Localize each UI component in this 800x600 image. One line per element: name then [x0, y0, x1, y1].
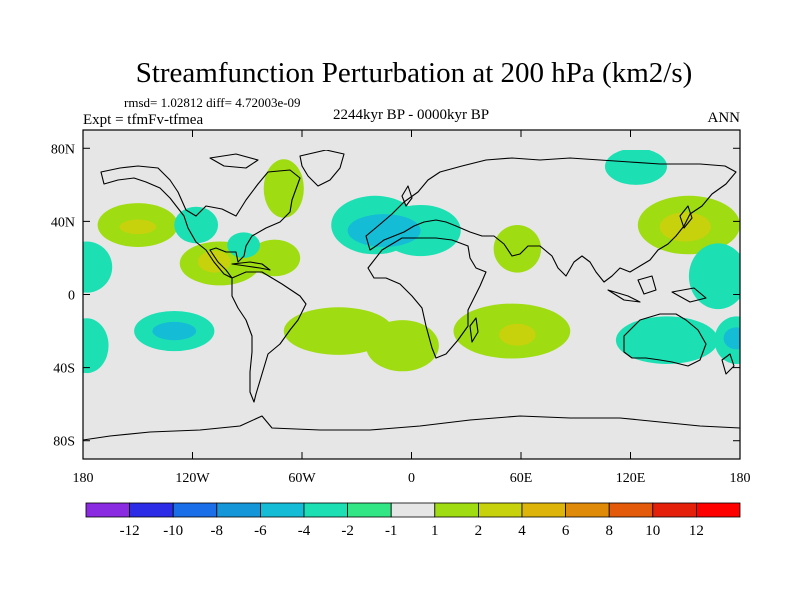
colorbar: -12 -10 -8 -6 -4 -2 -1 1 2 4 6 8 10 12	[85, 502, 741, 539]
anomaly-s-america-positive	[283, 307, 394, 355]
colorbar-label: 2	[475, 523, 483, 539]
anomaly-australia-negative	[615, 316, 719, 364]
y-tick-label: 80S	[53, 435, 75, 450]
colorbar-swatch	[390, 502, 436, 518]
anomaly-s-pacific-west-negative	[83, 318, 109, 374]
colorbar-label: -4	[298, 523, 311, 539]
colorbar-label: -6	[254, 523, 267, 539]
colorbar-swatch	[608, 502, 654, 518]
colorbar-swatch	[216, 502, 261, 518]
colorbar-swatch	[172, 502, 218, 518]
anomaly-hudson-positive	[263, 159, 304, 218]
y-tick-label: 80N	[51, 142, 75, 157]
y-tick-label: 40S	[53, 362, 75, 377]
colorbar-label: -8	[211, 523, 224, 539]
season-label: ANN	[708, 110, 741, 126]
colorbar-label: 10	[645, 523, 660, 539]
x-tick-label: 120E	[616, 471, 646, 486]
anomaly-se-pacific-negative-core	[723, 327, 740, 350]
anomaly-n-atlantic-negative-core	[347, 214, 421, 247]
x-tick-label: 180	[73, 471, 94, 486]
x-tick-label: 0	[408, 471, 415, 486]
colorbar-label: 8	[605, 523, 613, 539]
anomaly-arabia-positive	[493, 225, 542, 273]
colorbar-label: -2	[341, 523, 354, 539]
anomaly-n-pacific-west-positive-core	[119, 219, 156, 235]
colorbar-swatch	[477, 502, 523, 518]
anomaly-s-indian-positive-core	[499, 323, 536, 346]
colorbar-swatch	[85, 502, 130, 518]
x-tick-label: 60E	[510, 471, 533, 486]
x-tick-label: 120W	[175, 471, 210, 486]
colorbar-label: 12	[689, 523, 704, 539]
anomaly-tropical-central-pacific-negative	[83, 241, 113, 293]
colorbar-swatch	[347, 502, 392, 518]
anomaly-siberia-negative	[604, 150, 667, 185]
colorbar-swatch	[303, 502, 348, 518]
colorbar-label: -12	[120, 523, 140, 539]
colorbar-label: -10	[163, 523, 183, 539]
colorbar-swatch	[434, 502, 479, 518]
period-label: 2244kyr BP - 0000kyr BP	[333, 107, 489, 123]
anomaly-caribbean-positive	[249, 239, 301, 277]
y-tick-label: 40N	[51, 215, 75, 230]
colorbar-label: -1	[385, 523, 398, 539]
colorbar-swatch	[696, 502, 741, 518]
experiment-label: Expt = tfmFv-tfmea	[83, 112, 203, 128]
y-tick-label: 0	[68, 289, 75, 304]
map-axes: 180 120W 60W 0 60E 120E 180 80N 40N 0 40S 80S	[51, 130, 751, 486]
chart-title: Streamfunction Perturbation at 200 hPa (…	[136, 57, 693, 89]
colorbar-swatch	[129, 502, 174, 518]
colorbar-label: 1	[431, 523, 439, 539]
anomaly-w-pacific-equatorial-negative	[688, 243, 740, 310]
colorbar-swatch	[652, 502, 697, 518]
colorbar-label: 4	[518, 523, 526, 539]
colorbar-swatch	[259, 502, 305, 518]
x-tick-label: 60W	[288, 471, 316, 486]
colorbar-swatch	[521, 502, 566, 518]
x-tick-label: 180	[730, 471, 751, 486]
stats-line: rmsd= 1.02812 diff= 4.72003e-09	[124, 95, 301, 110]
anomaly-s-atlantic-positive	[365, 320, 439, 372]
coastlines	[83, 150, 740, 441]
map-plot-area	[82, 129, 741, 460]
anomaly-ne-pacific-negative	[174, 206, 219, 244]
anomaly-gulf-negative	[227, 232, 261, 258]
anomaly-s-pacific-east-negative-core	[152, 321, 197, 341]
colorbar-label: 6	[562, 523, 570, 539]
map-background	[83, 130, 740, 459]
colorbar-swatch	[565, 502, 610, 518]
